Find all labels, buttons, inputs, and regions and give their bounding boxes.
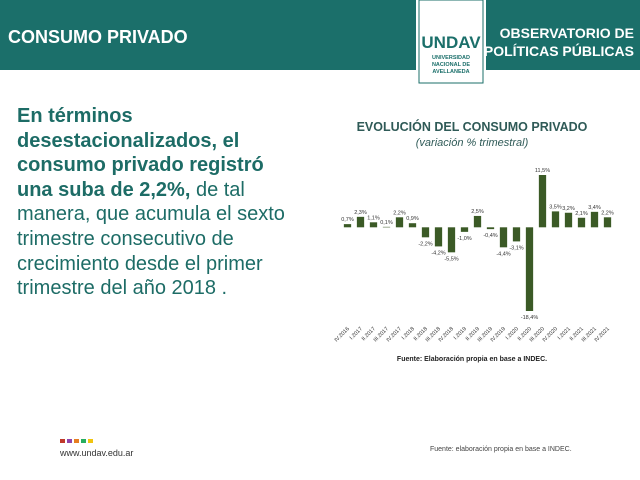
value-label: 3,4% bbox=[588, 205, 601, 211]
logo-line: UNIVERSIDAD bbox=[432, 55, 470, 61]
value-label: -1,0% bbox=[457, 236, 471, 242]
value-label: -3,1% bbox=[509, 245, 523, 251]
bar bbox=[356, 216, 365, 228]
bar bbox=[603, 217, 612, 228]
value-label: 1,1% bbox=[367, 215, 380, 221]
value-label: 0,1% bbox=[380, 220, 393, 226]
logo-line: AVELLANEDA bbox=[432, 69, 469, 75]
chart-source: Fuente: Elaboración propia en base a IND… bbox=[397, 356, 547, 363]
logo-box bbox=[416, 0, 486, 86]
chart-subtitle: (variación % trimestral) bbox=[416, 137, 529, 149]
org-name: OBSERVATORIO DE bbox=[500, 25, 634, 41]
value-label: -18,4% bbox=[521, 315, 539, 321]
footer-source: Fuente: elaboración propia en base a IND… bbox=[430, 446, 572, 453]
value-label: 2,3% bbox=[354, 210, 367, 216]
color-squares bbox=[60, 439, 93, 443]
bar bbox=[395, 217, 404, 228]
x-tick-label: IV.2016 bbox=[334, 326, 351, 343]
bar bbox=[382, 226, 391, 228]
value-label: 0,9% bbox=[406, 216, 419, 222]
bar bbox=[577, 217, 586, 228]
bar bbox=[499, 227, 508, 248]
value-label: 2,1% bbox=[575, 211, 588, 217]
bar bbox=[551, 211, 560, 228]
bar bbox=[408, 223, 417, 228]
body-bold: En términos desestacionalizados, el cons… bbox=[17, 105, 264, 201]
org-name: POLÍTICAS PÚBLICAS bbox=[484, 42, 634, 59]
value-label: -4,4% bbox=[496, 251, 510, 257]
bar bbox=[343, 224, 352, 228]
value-label: -4,2% bbox=[431, 250, 445, 256]
bar bbox=[473, 215, 482, 228]
bar bbox=[512, 227, 521, 242]
value-label: 2,2% bbox=[601, 210, 614, 216]
bar bbox=[369, 222, 378, 228]
value-label: 11,5% bbox=[535, 168, 550, 174]
bar bbox=[434, 227, 443, 247]
bar bbox=[525, 227, 534, 311]
value-label: 2,5% bbox=[471, 209, 484, 215]
body-text: En términos desestacionalizados, el cons… bbox=[17, 104, 302, 301]
bar bbox=[421, 227, 430, 238]
value-label: 0,7% bbox=[341, 217, 354, 223]
value-label: -5,5% bbox=[444, 256, 458, 262]
value-label: 3,2% bbox=[562, 206, 575, 212]
bar bbox=[447, 227, 456, 253]
footer-url: www.undav.edu.ar bbox=[59, 448, 133, 458]
logo-frame bbox=[418, 0, 484, 84]
value-label: 2,2% bbox=[393, 210, 406, 216]
chart-title: EVOLUCIÓN DEL CONSUMO PRIVADO bbox=[357, 119, 588, 134]
value-label: 3,5% bbox=[549, 204, 562, 210]
value-label: -2,2% bbox=[418, 241, 432, 247]
logo-line: NACIONAL DE bbox=[432, 62, 470, 68]
header-title: CONSUMO PRIVADO bbox=[8, 27, 188, 47]
bar bbox=[538, 175, 547, 228]
body-regular: de tal manera, que acumula el sexto trim… bbox=[17, 178, 285, 300]
bar bbox=[590, 211, 599, 228]
bar bbox=[460, 227, 469, 232]
bar bbox=[486, 227, 495, 230]
bar bbox=[564, 212, 573, 228]
value-label: -0,4% bbox=[483, 233, 497, 239]
header-band bbox=[0, 0, 640, 70]
logo-name: UNDAV bbox=[421, 33, 481, 52]
